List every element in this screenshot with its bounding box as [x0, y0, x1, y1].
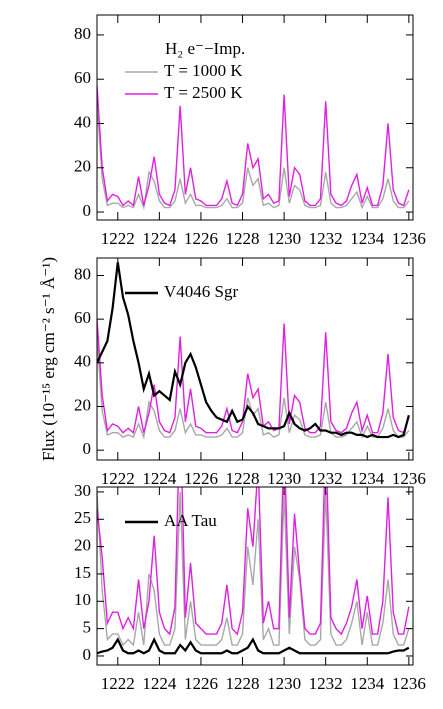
y-tick-label: 80 [74, 24, 91, 43]
x-tick-label: 1234 [350, 469, 385, 488]
x-tick-label: 1232 [309, 229, 343, 248]
x-tick-label: 1226 [184, 229, 218, 248]
spectrum-line [97, 101, 410, 211]
x-tick-label: 1232 [309, 469, 343, 488]
y-tick-label: 80 [74, 264, 91, 283]
x-tick-label: 1222 [101, 674, 135, 693]
x-tick-label: 1236 [392, 229, 426, 248]
x-tick-label: 1230 [267, 229, 301, 248]
y-tick-label: 0 [83, 645, 92, 664]
x-tick-label: 1224 [142, 229, 177, 248]
y-axis-label: Flux (10⁻¹⁵ erg cm⁻² s⁻¹ Å⁻¹) [39, 257, 58, 461]
x-tick-label: 1228 [226, 229, 260, 248]
y-tick-label: 20 [74, 536, 91, 555]
y-tick-label: 20 [74, 157, 91, 176]
y-tick-label: 0 [83, 439, 92, 458]
y-tick-label: 15 [74, 563, 91, 582]
spectrum-line [97, 85, 410, 207]
x-tick-label: 1234 [350, 229, 385, 248]
x-tick-label: 1236 [392, 469, 426, 488]
plot-area [97, 85, 410, 211]
spectrum-line [97, 491, 410, 647]
x-tick-label: 1228 [226, 469, 260, 488]
y-tick-label: 10 [74, 590, 91, 609]
x-tick-label: 1236 [392, 674, 426, 693]
x-tick-label: 1224 [142, 674, 177, 693]
spectrum-line [97, 319, 410, 434]
y-tick-label: 25 [74, 508, 91, 527]
spectrum-line [97, 487, 410, 636]
x-tick-label: 1230 [267, 469, 301, 488]
y-tick-label: 60 [74, 68, 91, 87]
legend-title: H₂ e⁻−Imp. [165, 39, 245, 58]
plot-frame [96, 486, 414, 666]
y-tick-label: 30 [74, 481, 91, 500]
x-tick-label: 1224 [142, 469, 177, 488]
x-tick-label: 1222 [101, 469, 135, 488]
y-tick-label: 5 [83, 618, 92, 637]
y-tick-label: 60 [74, 308, 91, 327]
plot-area [97, 487, 410, 655]
x-tick-label: 1232 [309, 674, 343, 693]
x-tick-label: 1234 [350, 674, 385, 693]
legend-label: AA Tau [164, 511, 217, 530]
y-tick-label: 40 [74, 112, 91, 131]
x-tick-label: 1230 [267, 674, 301, 693]
plot-frame [96, 257, 414, 461]
plot-frame [96, 14, 414, 221]
legend-label: T = 2500 K [164, 83, 243, 102]
x-tick-label: 1222 [101, 229, 135, 248]
legend-label: T = 1000 K [164, 61, 243, 80]
plot-area [97, 262, 410, 440]
x-tick-label: 1226 [184, 469, 218, 488]
y-tick-label: 0 [83, 201, 92, 220]
x-tick-label: 1226 [184, 674, 218, 693]
legend-label: V4046 Sgr [164, 282, 238, 301]
x-tick-label: 1228 [226, 674, 260, 693]
spectrum-line [97, 637, 410, 655]
y-tick-label: 40 [74, 352, 91, 371]
spectrum-line [97, 262, 410, 439]
y-tick-label: 20 [74, 395, 91, 414]
